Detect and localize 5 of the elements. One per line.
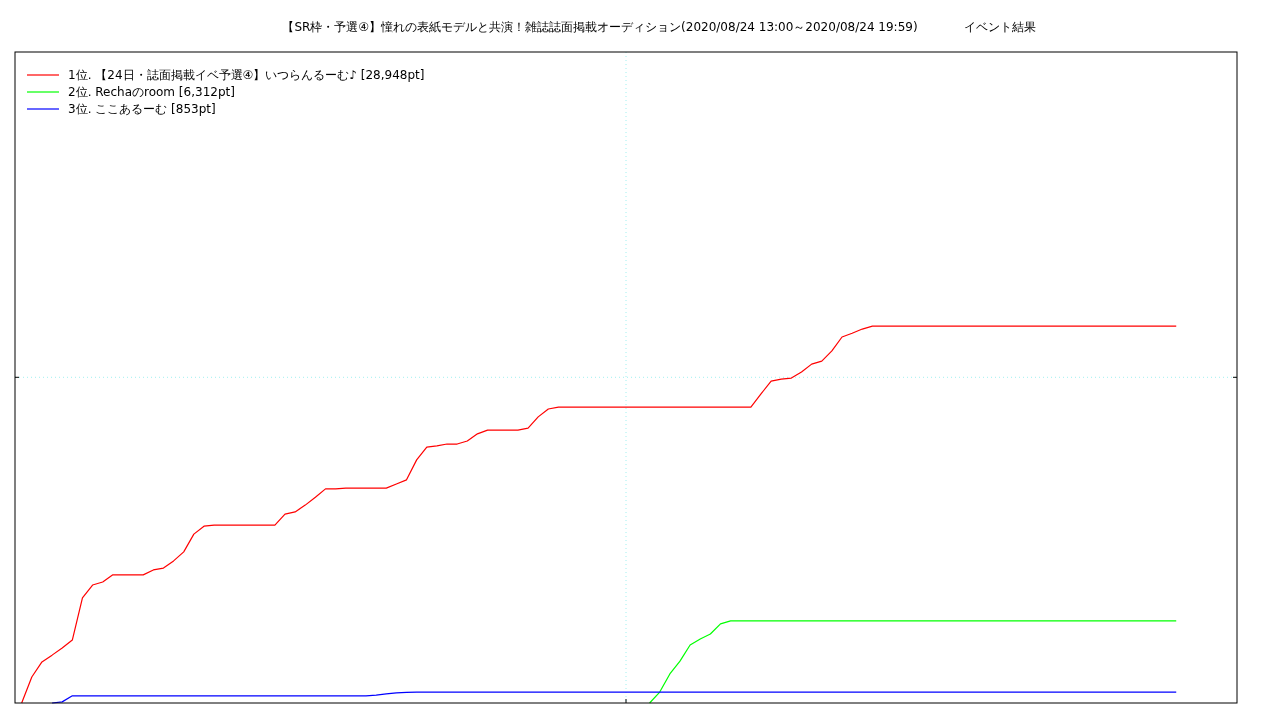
chart-title: 【SR枠・予選④】憧れの表紙モデルと共演！雑誌誌面掲載オーディション(2020/08/24 13:00～2020/08/24 19:59) bbox=[282, 20, 918, 34]
chart-subtitle: イベント結果 bbox=[964, 20, 1036, 34]
legend-label: 2位. Rechaのroom [6,312pt] bbox=[68, 85, 235, 99]
legend-label: 3位. ここあるーむ [853pt] bbox=[68, 102, 216, 116]
legend-label: 1位. 【24日・誌面掲載イベ予選④】いつらんるーむ♪ [28,948pt] bbox=[68, 68, 425, 82]
